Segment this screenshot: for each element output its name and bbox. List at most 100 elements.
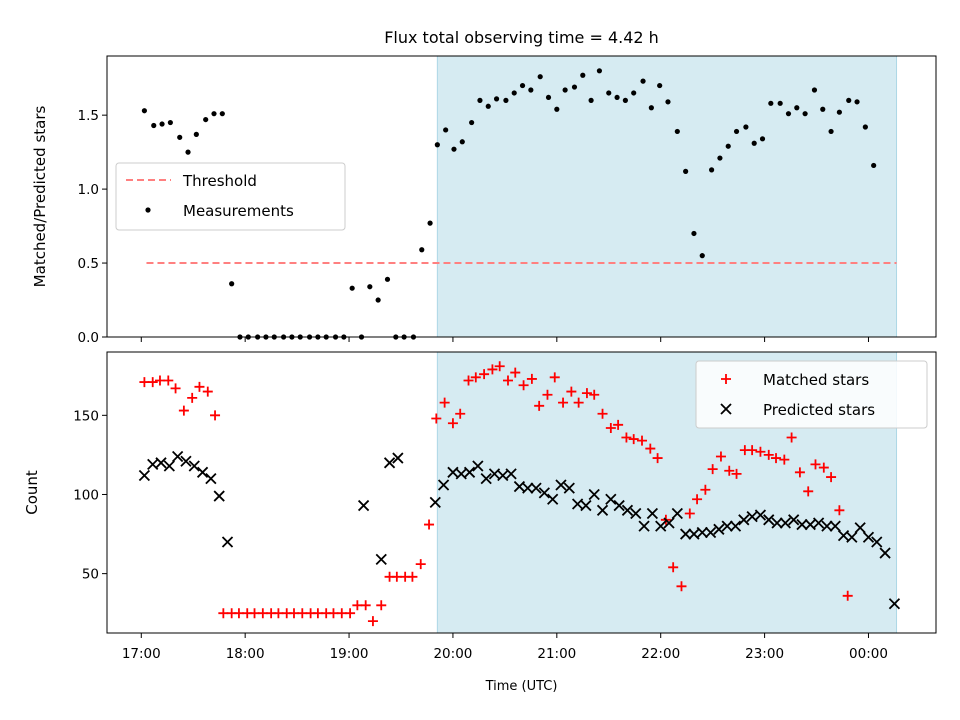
measurement-point — [451, 146, 457, 152]
predicted-star-point — [721, 520, 733, 532]
predicted-star-point — [172, 450, 184, 463]
predicted-star-point — [437, 479, 450, 491]
predicted-star-point — [155, 457, 167, 469]
legend-box — [115, 162, 346, 231]
measurement-point — [537, 74, 543, 80]
measurement-point — [683, 168, 689, 174]
measurement-point — [211, 111, 217, 117]
matched-star-point — [755, 446, 766, 457]
measurement-point — [177, 134, 183, 140]
predicted-star-point — [796, 518, 808, 531]
predicted-star-point — [704, 526, 717, 539]
predicted-star-point — [205, 473, 217, 485]
matched-star-point — [645, 443, 656, 454]
predicted-star-point — [605, 493, 617, 505]
measurement-point — [503, 97, 509, 103]
predicted-star-point — [655, 520, 667, 532]
measurement-point — [185, 149, 191, 155]
measurement-point — [699, 253, 705, 259]
matched-star-point — [637, 435, 648, 446]
matched-star-point — [558, 397, 569, 408]
measurement-point — [141, 108, 147, 114]
matched-star-point — [763, 449, 774, 460]
matched-star-point — [621, 432, 632, 443]
matched-star-point — [431, 413, 442, 424]
measurement-point — [648, 105, 654, 111]
predicted-star-point — [630, 507, 642, 520]
matched-star-point — [479, 369, 490, 380]
measurement-point — [768, 100, 774, 106]
matched-star-point — [534, 400, 545, 411]
measurement-point — [545, 94, 552, 101]
measurement-point — [571, 84, 578, 90]
measurement-point — [751, 140, 757, 146]
predicted-star-point — [463, 466, 476, 478]
matched-star-point — [163, 375, 174, 386]
matched-star-point — [826, 472, 837, 483]
predicted-star-point — [638, 520, 650, 532]
matched-star-point — [487, 364, 498, 375]
predicted-star-point — [888, 598, 901, 610]
matched-star-point — [589, 389, 600, 400]
predicted-star-point — [188, 460, 200, 472]
predicted-star-point — [671, 507, 683, 520]
legend-predicted-label: Predicted stars — [763, 401, 875, 419]
matched-star-point — [613, 419, 624, 430]
matched-star-point — [707, 464, 718, 475]
matched-star-point — [731, 468, 742, 479]
measurement-point — [151, 122, 157, 129]
measurement-point — [665, 99, 671, 105]
predicted-star-point — [771, 517, 783, 529]
predicted-star-point — [530, 482, 542, 494]
predicted-star-point — [871, 536, 883, 548]
matched-star-point — [470, 372, 481, 383]
matched-star-point — [194, 381, 205, 392]
legend-measurements-swatch — [145, 207, 151, 213]
measurement-point — [717, 155, 723, 161]
y-tick-label: 0.0 — [78, 330, 99, 346]
predicted-star-point — [180, 455, 192, 467]
matched-star-point — [771, 453, 782, 464]
matched-star-point — [786, 432, 797, 443]
measurement-point — [528, 87, 534, 93]
measurement-point — [828, 128, 834, 135]
y-tick-label: 0.5 — [78, 256, 99, 272]
predicted-star-point — [163, 460, 175, 472]
predicted-star-point — [555, 479, 567, 491]
measurement-point — [709, 167, 715, 173]
measurement-point — [485, 103, 491, 109]
legend-matched-label: Matched stars — [763, 371, 869, 389]
matched-star-point — [518, 380, 529, 391]
chart-title: Flux total observing time = 4.42 h — [384, 28, 659, 47]
matched-star-point — [360, 600, 371, 611]
x-tick-label: 20:00 — [433, 646, 472, 662]
matched-star-point — [210, 410, 221, 421]
legend-threshold-label: Threshold — [182, 172, 257, 190]
matched-star-point — [407, 571, 418, 582]
y-tick-label: 1.5 — [78, 108, 99, 124]
matched-star-point — [810, 459, 821, 470]
matched-star-point — [803, 486, 814, 497]
measurement-point — [349, 285, 355, 291]
measurement-point — [622, 97, 628, 103]
matched-star-point — [147, 377, 158, 388]
predicted-star-point — [480, 473, 492, 485]
predicted-star-point — [538, 487, 550, 499]
matched-star-point — [668, 562, 679, 573]
measurement-point — [657, 82, 663, 89]
measurement-point — [725, 143, 731, 149]
predicted-star-point — [547, 493, 559, 505]
measurement-point — [640, 78, 646, 84]
x-tick-label: 23:00 — [745, 646, 784, 662]
measurement-point — [588, 97, 594, 103]
legend-box — [695, 360, 928, 429]
measurement-point — [802, 111, 808, 117]
x-tick-label: 19:00 — [330, 646, 369, 662]
matched-star-point — [628, 434, 639, 445]
x-tick-label: 17:00 — [122, 646, 161, 662]
matched-star-point — [834, 505, 845, 516]
axes-frame — [106, 55, 937, 338]
measurement-point — [167, 119, 173, 126]
matched-star-point — [676, 581, 687, 592]
measurement-point — [580, 72, 586, 78]
